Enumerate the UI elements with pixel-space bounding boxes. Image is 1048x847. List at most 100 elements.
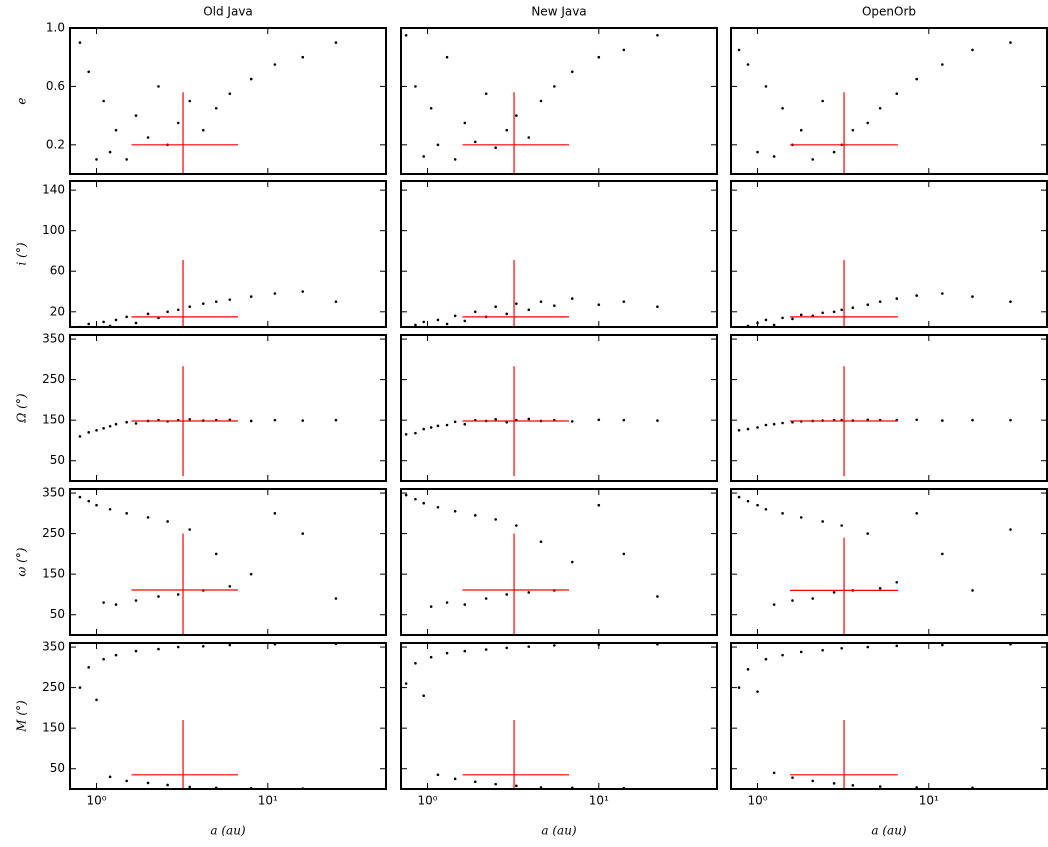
point xyxy=(414,85,417,88)
point xyxy=(570,297,574,300)
axes-frame xyxy=(400,27,718,175)
point xyxy=(971,418,974,422)
point xyxy=(404,493,408,497)
y-tick-label: 140 xyxy=(42,183,65,197)
y-tick-label: 100 xyxy=(42,223,65,237)
point xyxy=(414,497,417,501)
point xyxy=(78,495,82,499)
point xyxy=(228,585,232,588)
point xyxy=(422,694,426,698)
point xyxy=(108,507,112,511)
point xyxy=(915,294,919,297)
point xyxy=(134,114,138,117)
point xyxy=(515,784,518,788)
point xyxy=(505,312,509,316)
panel xyxy=(78,366,338,477)
point xyxy=(656,595,659,598)
point xyxy=(445,322,449,326)
panel xyxy=(404,643,659,789)
point xyxy=(429,655,433,659)
point xyxy=(622,300,626,303)
point xyxy=(878,300,882,303)
axes-frame xyxy=(730,642,1048,790)
point xyxy=(737,429,741,432)
point xyxy=(737,686,741,689)
panel xyxy=(737,495,1012,635)
y-tick-label: 250 xyxy=(42,680,65,694)
point xyxy=(214,107,218,110)
point xyxy=(146,516,150,519)
point xyxy=(791,317,794,321)
y-tick-label: 350 xyxy=(42,332,65,346)
point xyxy=(505,646,509,650)
point xyxy=(764,657,768,661)
axes-frame xyxy=(69,27,387,175)
point xyxy=(941,292,944,295)
y-tick-label: 150 xyxy=(42,721,65,735)
point xyxy=(484,597,488,600)
panel xyxy=(414,260,659,327)
point xyxy=(108,150,112,154)
point xyxy=(463,319,467,323)
point xyxy=(832,150,836,154)
y-axis-label: ω (°) xyxy=(15,547,29,576)
point xyxy=(746,427,750,431)
point xyxy=(463,603,467,606)
point xyxy=(87,431,90,434)
point xyxy=(799,313,803,317)
point xyxy=(799,128,803,132)
point xyxy=(553,644,556,647)
panel xyxy=(737,643,1012,789)
point xyxy=(87,499,90,503)
x-tick-label: 10⁰ xyxy=(747,794,767,808)
point xyxy=(756,690,759,693)
point xyxy=(821,649,824,652)
x-tick-label: 10⁰ xyxy=(417,794,437,808)
point xyxy=(188,305,192,309)
point xyxy=(114,128,118,132)
point xyxy=(436,773,440,777)
point xyxy=(463,121,467,125)
point xyxy=(463,422,467,426)
point xyxy=(772,155,776,158)
point xyxy=(746,63,750,66)
point xyxy=(453,510,457,513)
point xyxy=(1009,300,1012,303)
point xyxy=(832,310,836,314)
point xyxy=(301,55,305,59)
point xyxy=(134,321,138,325)
point xyxy=(764,507,768,511)
point xyxy=(78,435,82,438)
point xyxy=(821,520,824,523)
column-title: New Java xyxy=(531,5,586,19)
point xyxy=(570,420,574,423)
point xyxy=(201,302,205,305)
point xyxy=(597,55,601,59)
point xyxy=(772,323,776,327)
axes-frame xyxy=(69,488,387,636)
y-tick-label: 150 xyxy=(42,413,65,427)
point xyxy=(134,649,138,653)
axes-frame xyxy=(730,488,1048,636)
point xyxy=(249,295,253,298)
point xyxy=(821,311,824,315)
point xyxy=(832,782,836,785)
point xyxy=(737,48,741,52)
point xyxy=(866,645,870,649)
point xyxy=(811,779,815,783)
point xyxy=(146,136,150,139)
point xyxy=(772,422,776,426)
point xyxy=(176,121,180,125)
y-tick-label: 250 xyxy=(42,372,65,386)
point xyxy=(895,644,899,648)
panel xyxy=(404,34,659,174)
point xyxy=(166,520,169,523)
point xyxy=(445,423,449,427)
point xyxy=(102,99,105,103)
point xyxy=(125,315,128,319)
point xyxy=(273,512,277,515)
x-tick-label: 10¹ xyxy=(258,794,278,808)
point xyxy=(102,657,105,661)
point xyxy=(1009,528,1012,531)
point xyxy=(414,431,417,435)
